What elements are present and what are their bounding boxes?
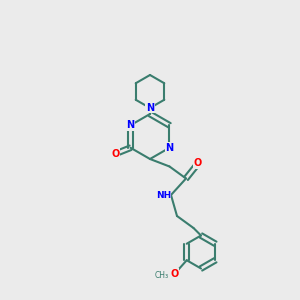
Text: NH: NH	[156, 190, 171, 200]
Text: N: N	[146, 103, 154, 113]
Text: N: N	[127, 120, 135, 130]
Text: O: O	[171, 269, 179, 279]
Text: CH₃: CH₃	[154, 271, 168, 280]
Text: O: O	[111, 149, 120, 159]
Text: N: N	[165, 143, 173, 153]
Text: O: O	[194, 158, 202, 169]
